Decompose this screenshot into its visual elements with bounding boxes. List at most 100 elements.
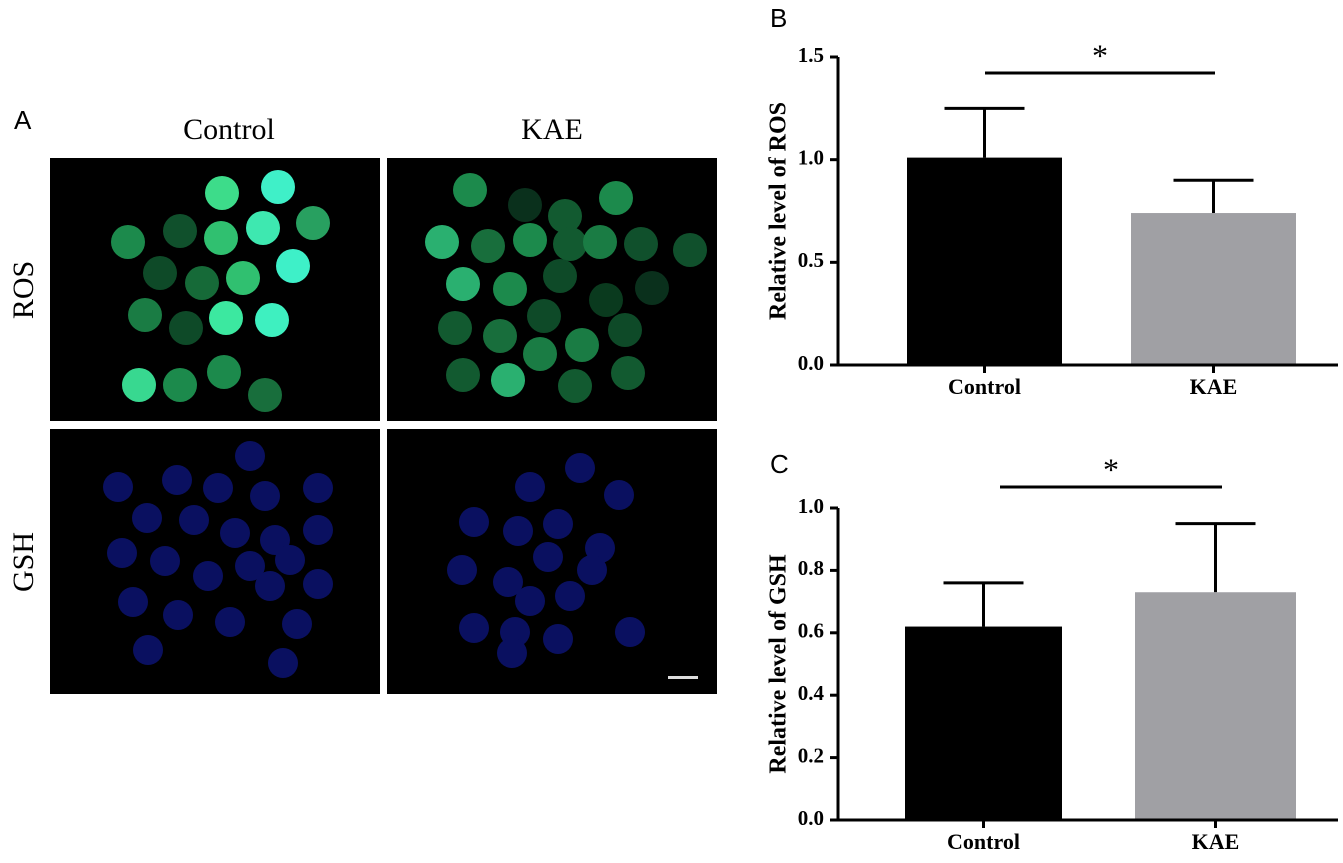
cell: [204, 221, 238, 255]
cell: [523, 337, 557, 371]
cell: [163, 214, 197, 248]
cell: [255, 571, 285, 601]
cell: [491, 363, 525, 397]
x-tick-label: KAE: [1190, 374, 1238, 399]
cell: [555, 581, 585, 611]
bar: [907, 157, 1062, 365]
cell: [459, 613, 489, 643]
cells: [103, 170, 707, 678]
cell: [185, 266, 219, 300]
panel-label: B: [770, 3, 787, 33]
cell: [248, 378, 282, 412]
cell: [150, 546, 180, 576]
cell: [553, 227, 587, 261]
cell: [132, 503, 162, 533]
cell: [513, 223, 547, 257]
cell: [226, 261, 260, 295]
cell: [303, 515, 333, 545]
cell: [577, 555, 607, 585]
cell: [624, 227, 658, 261]
cell: [515, 472, 545, 502]
cell: [565, 328, 599, 362]
cell: [276, 249, 310, 283]
y-tick-label: 1.0: [798, 494, 824, 518]
cell: [179, 505, 209, 535]
cell: [143, 256, 177, 290]
significance-mark: *: [1103, 451, 1119, 487]
cell: [611, 356, 645, 390]
y-tick-label: 0.5: [798, 248, 824, 272]
cell: [303, 473, 333, 503]
cell: [169, 311, 203, 345]
cell: [111, 225, 145, 259]
cell: [209, 301, 243, 335]
cell: [635, 271, 669, 305]
bar: [1135, 592, 1296, 820]
cell: [250, 481, 280, 511]
cell: [527, 299, 561, 333]
y-tick-label: 0.8: [798, 556, 824, 580]
y-tick-label: 0.2: [798, 743, 824, 767]
cell: [543, 624, 573, 654]
cell: [533, 542, 563, 572]
cell: [103, 472, 133, 502]
cell: [118, 587, 148, 617]
cell: [673, 233, 707, 267]
cell: [246, 211, 280, 245]
y-tick-label: 0.0: [798, 351, 824, 375]
y-tick-label: 0.4: [798, 681, 825, 705]
cell: [447, 555, 477, 585]
x-tick-label: Control: [947, 829, 1020, 854]
cell: [493, 272, 527, 306]
cell: [515, 586, 545, 616]
cell: [503, 516, 533, 546]
scale-bar: [668, 676, 698, 679]
cell: [261, 170, 295, 204]
cell: [203, 473, 233, 503]
cell: [107, 538, 137, 568]
cell: [235, 441, 265, 471]
cell: [193, 561, 223, 591]
cell: [275, 545, 305, 575]
cell: [589, 283, 623, 317]
cell: [268, 648, 298, 678]
panel-label: A: [14, 105, 32, 135]
cell: [608, 313, 642, 347]
row-label: ROS: [7, 261, 40, 319]
cell: [459, 507, 489, 537]
cell: [543, 259, 577, 293]
cell: [220, 518, 250, 548]
cell: [483, 319, 517, 353]
cell: [497, 638, 527, 668]
y-axis-label: Relative level of ROS: [766, 102, 792, 320]
x-tick-label: Control: [948, 374, 1021, 399]
cell: [163, 368, 197, 402]
cell: [604, 480, 634, 510]
cell: [133, 635, 163, 665]
cell: [599, 181, 633, 215]
cell: [543, 509, 573, 539]
cell: [446, 267, 480, 301]
cell: [128, 298, 162, 332]
cell: [583, 225, 617, 259]
row-label: GSH: [7, 532, 40, 592]
panel-label: C: [770, 449, 789, 479]
cell: [235, 551, 265, 581]
y-tick-label: 0.6: [798, 619, 824, 643]
cell: [215, 607, 245, 637]
cell: [296, 206, 330, 240]
cell: [282, 609, 312, 639]
cell: [508, 188, 542, 222]
x-tick-label: KAE: [1192, 829, 1240, 854]
cell: [471, 229, 505, 263]
cell: [558, 369, 592, 403]
cell: [565, 453, 595, 483]
y-axis-label: Relative level of GSH: [766, 554, 792, 774]
cell: [205, 176, 239, 210]
cell: [122, 368, 156, 402]
cell: [438, 311, 472, 345]
cell: [548, 199, 582, 233]
micrograph: [50, 429, 380, 694]
cell: [615, 617, 645, 647]
